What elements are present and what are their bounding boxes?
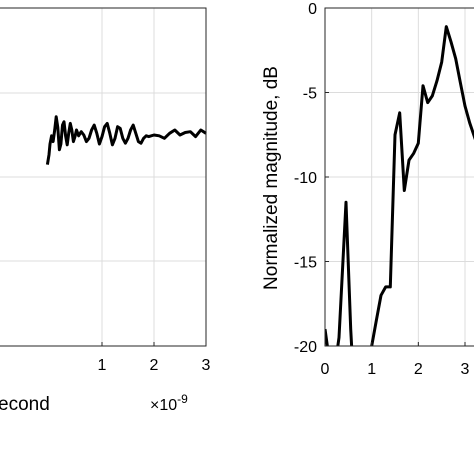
exponent-base: ×10 (150, 397, 177, 414)
left-x-axis-label: econd (0, 394, 50, 415)
right-series-line (325, 25, 474, 346)
right-series (325, 25, 474, 346)
left-grid (0, 8, 207, 346)
right-y-tick-label: -20 (294, 339, 317, 356)
right-y-tick-label: 0 (308, 1, 317, 18)
right-grid (324, 7, 474, 347)
left-x-exponent: ×10-9 (150, 392, 188, 414)
left-panel: 1 2 3 econd ×10-9 (0, 7, 211, 415)
right-panel: 0 1 2 3 0 -5 -10 -15 -20 Normalized magnitude, … (261, 1, 474, 378)
right-y-tick-label: -10 (294, 170, 317, 187)
left-x-tick-label: 2 (150, 357, 159, 374)
right-x-tick-label: 2 (414, 361, 423, 378)
right-x-tick-label: 0 (321, 361, 330, 378)
right-x-tick-label: 3 (461, 361, 470, 378)
right-y-tick-label: -5 (303, 86, 317, 103)
right-x-tick-label: 1 (367, 361, 376, 378)
left-series-line (45, 115, 207, 165)
right-y-axis-label: Normalized magnitude, dB (261, 66, 282, 290)
exponent-power: -9 (177, 392, 188, 406)
right-y-tick-label: -15 (294, 255, 317, 272)
left-x-tick-labels: 1 2 3 (98, 342, 211, 374)
left-series (45, 115, 207, 165)
right-y-tick-labels: 0 -5 -10 -15 -20 (294, 1, 329, 356)
left-x-tick-label: 1 (98, 357, 107, 374)
left-x-tick-label: 3 (202, 357, 211, 374)
right-x-tick-labels: 0 1 2 3 (321, 342, 470, 378)
